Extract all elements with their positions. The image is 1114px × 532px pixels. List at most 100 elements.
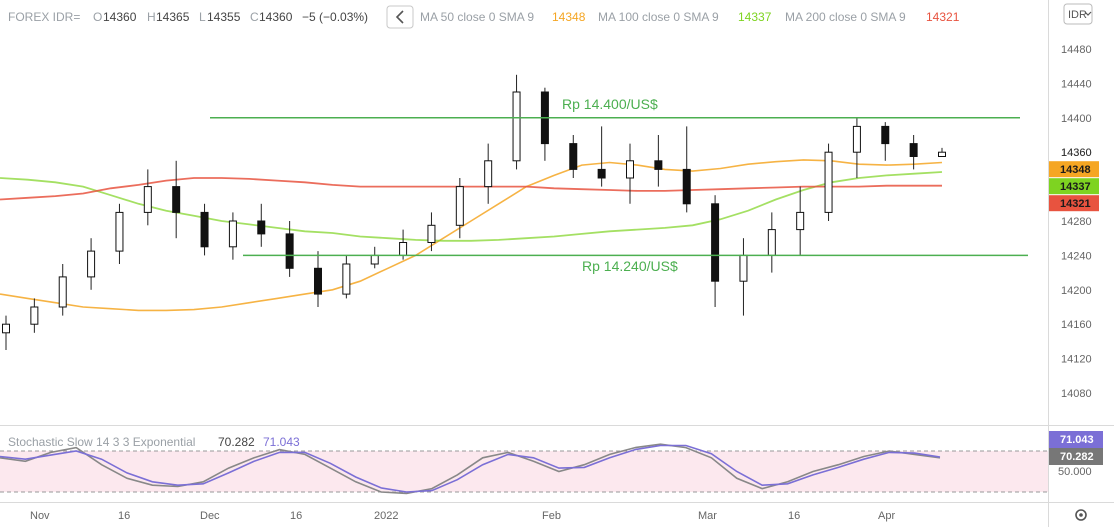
candle — [427, 212, 436, 252]
candle-body-up — [767, 229, 776, 256]
resistance-label: Rp 14.400/US$ — [562, 96, 658, 112]
stochastic-k-value: 70.282 — [218, 435, 255, 449]
price-tick-label: 14160 — [1061, 319, 1092, 331]
candle-body-up — [87, 250, 96, 278]
candle-body-down — [172, 186, 181, 213]
ohlc-change: −5 (−0.03%) — [302, 10, 368, 24]
candle-body-up — [30, 306, 39, 325]
price-tick-label: 14480 — [1061, 44, 1092, 56]
candle-body-up — [512, 91, 521, 162]
ohlc-low-value: 14355 — [207, 10, 241, 24]
ma-price-badge-text: 14321 — [1060, 198, 1091, 210]
candle — [626, 143, 634, 204]
candle-body-down — [569, 143, 578, 170]
stochastic-d-badge: 71.043 — [1049, 431, 1103, 448]
ohlc-close-label: C — [250, 10, 259, 24]
ma200-value: 14321 — [926, 10, 960, 24]
time-label-nov-16: 16 — [118, 510, 130, 522]
price-tick-label: 14240 — [1061, 250, 1092, 262]
settings-button[interactable] — [1075, 509, 1087, 521]
candle — [909, 135, 918, 170]
candle — [285, 221, 294, 277]
candle — [314, 251, 322, 307]
price-tick-label: 14200 — [1061, 285, 1092, 297]
price-tick-label: 14280 — [1061, 216, 1092, 228]
candle — [143, 169, 152, 226]
candle-body-up — [399, 242, 408, 256]
price-badges: 14360 14348 14337 14321 — [1049, 147, 1099, 212]
time-label-dec-16: 16 — [290, 510, 302, 522]
currency-label: IDR — [1068, 9, 1087, 21]
ma100-label: MA 100 close 0 SMA 9 — [598, 10, 719, 24]
support-label: Rp 14.240/US$ — [582, 258, 678, 274]
candle-body-up — [938, 151, 946, 157]
candle-body-up — [427, 224, 436, 244]
price-tick-label: 14360 — [1061, 147, 1092, 159]
ohlc-open-value: 14360 — [103, 10, 137, 24]
stochastic-label: Stochastic Slow 14 3 3 Exponential — [8, 435, 195, 449]
candle-body-up — [796, 211, 805, 231]
candle — [58, 264, 67, 316]
candle-body-down — [909, 143, 918, 158]
candle-body-down — [881, 125, 890, 145]
candle-body-down — [711, 203, 720, 282]
ma-line-200 — [0, 177, 942, 201]
price-tick-label: 14080 — [1061, 388, 1092, 400]
candlesticks — [2, 74, 946, 350]
time-label-feb: Feb — [542, 510, 561, 522]
ma-price-badge-text: 14337 — [1060, 181, 1091, 193]
currency-select[interactable]: IDR — [1063, 3, 1093, 25]
candle-body-up — [626, 160, 634, 179]
candle — [2, 315, 10, 350]
candle-body-down — [200, 211, 209, 248]
ohlc-high-value: 14365 — [156, 10, 190, 24]
ma-line-50 — [0, 159, 943, 312]
candle — [228, 212, 237, 260]
chevron-down-icon — [1084, 11, 1092, 16]
candle — [881, 122, 890, 161]
ohlc-high-label: H — [147, 10, 156, 24]
ma-line-100 — [0, 171, 943, 242]
candle-body-up — [58, 276, 67, 308]
ma100-value: 14337 — [738, 10, 772, 24]
candle-body-up — [852, 125, 861, 153]
moving-averages — [0, 159, 943, 312]
candle — [172, 160, 181, 239]
ohlc-low-label: L — [199, 10, 206, 24]
last-price-label: 14360 — [1061, 147, 1092, 159]
ma-price-badge-text: 14348 — [1060, 164, 1091, 176]
price-pane[interactable] — [0, 0, 1048, 425]
candle-body-down — [682, 168, 691, 205]
time-label-nov: Nov — [30, 510, 50, 522]
stochastic-level-label: 50.000 — [1058, 466, 1092, 478]
time-axis[interactable]: Nov 16 Dec 16 2022 Feb Mar 16 Apr — [30, 510, 895, 522]
ma-price-badge — [1049, 195, 1099, 212]
candle — [484, 143, 493, 204]
candle-body-up — [370, 254, 379, 265]
candle-body-up — [2, 323, 10, 334]
candle — [938, 147, 946, 157]
candle-body-up — [228, 220, 237, 248]
candle-body-up — [342, 263, 351, 295]
ma200-label: MA 200 close 0 SMA 9 — [785, 10, 906, 24]
candle-body-down — [314, 267, 322, 295]
chevron-left-icon — [395, 10, 404, 24]
candle — [87, 238, 96, 290]
collapse-legend-button[interactable] — [386, 5, 414, 29]
candle — [257, 203, 266, 247]
candle-body-up — [824, 151, 833, 213]
price-tick-label: 14440 — [1061, 78, 1092, 90]
stochastic-k-line — [0, 443, 941, 495]
price-tick-label: 14400 — [1061, 113, 1092, 125]
stochastic-d-value: 71.043 — [263, 435, 300, 449]
candle-body-up — [115, 211, 124, 252]
time-label-mar: Mar — [698, 510, 717, 522]
ohlc-close-value: 14360 — [259, 10, 293, 24]
candle-body-down — [597, 168, 606, 179]
candle — [824, 143, 833, 221]
stochastic-k-badge-text: 70.282 — [1060, 451, 1094, 463]
candle-body-down — [285, 233, 294, 269]
price-axis[interactable]: 1448014440144001436014320142801424014200… — [1061, 44, 1092, 400]
